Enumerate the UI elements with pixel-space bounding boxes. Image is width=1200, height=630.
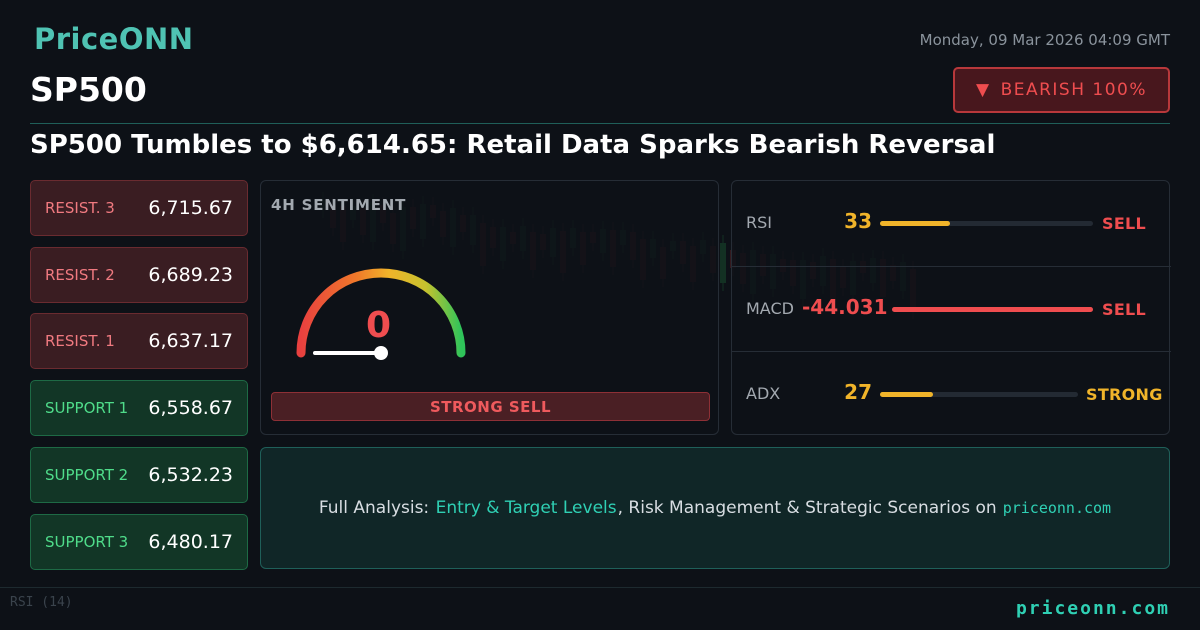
level-label: SUPPORT 3 bbox=[45, 533, 129, 551]
indicator-signal: SELL bbox=[1102, 300, 1147, 319]
level-label: RESIST. 3 bbox=[45, 199, 115, 217]
level-label: SUPPORT 2 bbox=[45, 466, 129, 484]
level-label: RESIST. 2 bbox=[45, 266, 115, 284]
cta-prefix: Full Analysis: bbox=[318, 498, 430, 518]
level-support-2: SUPPORT 2 6,532.23 bbox=[30, 447, 248, 503]
background-candle bbox=[720, 243, 726, 283]
header-divider bbox=[30, 123, 1170, 124]
priceonn-logo: PriceONN bbox=[34, 22, 194, 56]
level-value: 6,480.17 bbox=[148, 531, 233, 553]
cta-middle: , Risk Management & Strategic Scenarios … bbox=[617, 498, 997, 518]
indicator-value: 33 bbox=[844, 209, 872, 233]
sentiment-score: 0 bbox=[366, 305, 392, 346]
bearish-badge: ▼ BEARISH 100% bbox=[953, 67, 1170, 113]
triangle-down-icon: ▼ bbox=[975, 80, 991, 100]
report-datetime: Monday, 09 Mar 2026 04:09 GMT bbox=[919, 31, 1170, 49]
background-rsi-label: RSI (14) bbox=[10, 595, 73, 610]
sentiment-verdict: STRONG SELL bbox=[271, 392, 710, 421]
indicator-value: -44.031 bbox=[802, 295, 888, 319]
level-resistance-1: RESIST. 1 6,637.17 bbox=[30, 313, 248, 369]
level-label: SUPPORT 1 bbox=[45, 399, 129, 417]
indicator-name: ADX bbox=[746, 384, 781, 403]
ticker-symbol: SP500 bbox=[30, 70, 147, 109]
indicator-bar bbox=[892, 307, 1093, 312]
footer-site-link[interactable]: priceonn.com bbox=[1015, 598, 1170, 619]
indicator-row-adx: ADX 27 STRONG bbox=[732, 351, 1171, 436]
indicator-row-macd: MACD -44.031 SELL bbox=[732, 266, 1171, 351]
level-resistance-3: RESIST. 3 6,715.67 bbox=[30, 180, 248, 236]
gauge-hub bbox=[374, 346, 388, 360]
bearish-badge-label: BEARISH 100% bbox=[1000, 80, 1148, 100]
indicator-bar-fill bbox=[880, 392, 934, 397]
indicator-bar-fill bbox=[892, 307, 1093, 312]
headline: SP500 Tumbles to $6,614.65: Retail Data … bbox=[30, 130, 996, 160]
indicator-signal: STRONG bbox=[1086, 385, 1163, 404]
footer-divider bbox=[0, 587, 1200, 588]
level-support-1: SUPPORT 1 6,558.67 bbox=[30, 380, 248, 436]
level-resistance-2: RESIST. 2 6,689.23 bbox=[30, 247, 248, 303]
gauge-arc bbox=[296, 268, 466, 358]
level-value: 6,558.67 bbox=[148, 397, 233, 419]
level-label: RESIST. 1 bbox=[45, 332, 115, 350]
indicator-bar bbox=[880, 221, 1093, 226]
sentiment-panel: 4H SENTIMENT 0 STRONG SELL bbox=[260, 180, 719, 435]
indicator-signal: SELL bbox=[1102, 214, 1147, 233]
indicator-bar bbox=[880, 392, 1078, 397]
level-value: 6,532.23 bbox=[148, 464, 233, 486]
indicator-row-rsi: RSI 33 SELL bbox=[732, 181, 1171, 266]
sentiment-gauge bbox=[296, 268, 466, 360]
indicator-name: MACD bbox=[746, 299, 794, 318]
indicator-value: 27 bbox=[844, 380, 872, 404]
indicators-panel: RSI 33 SELL MACD -44.031 SELL ADX 27 STR… bbox=[731, 180, 1171, 436]
level-value: 6,637.17 bbox=[148, 330, 233, 352]
sentiment-title: 4H SENTIMENT bbox=[271, 196, 407, 214]
cta-site-link[interactable]: priceonn.com bbox=[1002, 499, 1112, 517]
cta-highlight: Entry & Target Levels bbox=[435, 498, 617, 518]
full-analysis-banner[interactable]: Full Analysis: Entry & Target Levels, Ri… bbox=[260, 447, 1170, 569]
indicator-name: RSI bbox=[746, 213, 772, 232]
indicator-bar-fill bbox=[880, 221, 951, 226]
level-value: 6,715.67 bbox=[148, 197, 233, 219]
level-support-3: SUPPORT 3 6,480.17 bbox=[30, 514, 248, 570]
level-value: 6,689.23 bbox=[148, 264, 233, 286]
